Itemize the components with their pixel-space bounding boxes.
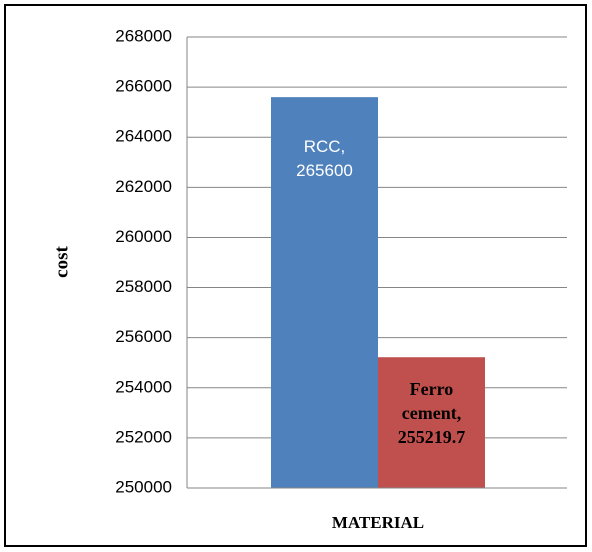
data-label: RCC, 265600 bbox=[296, 137, 353, 181]
y-tick-label: 266000 bbox=[115, 77, 172, 96]
y-tick-label: 258000 bbox=[115, 277, 172, 296]
y-tick-label: 264000 bbox=[115, 127, 172, 146]
bar bbox=[271, 97, 378, 488]
y-tick-label: 260000 bbox=[115, 227, 172, 246]
y-tick-label: 262000 bbox=[115, 177, 172, 196]
bar bbox=[378, 357, 485, 488]
y-axis-label: cost bbox=[51, 246, 72, 278]
y-tick-label: 252000 bbox=[115, 427, 172, 446]
y-tick-label: 254000 bbox=[115, 377, 172, 396]
x-axis-label: MATERIAL bbox=[332, 513, 424, 532]
y-tick-label: 256000 bbox=[115, 327, 172, 346]
data-label: Ferro cement, 255219.7 bbox=[397, 379, 466, 448]
y-tick-label: 250000 bbox=[115, 477, 172, 496]
y-tick-label: 268000 bbox=[115, 26, 172, 45]
